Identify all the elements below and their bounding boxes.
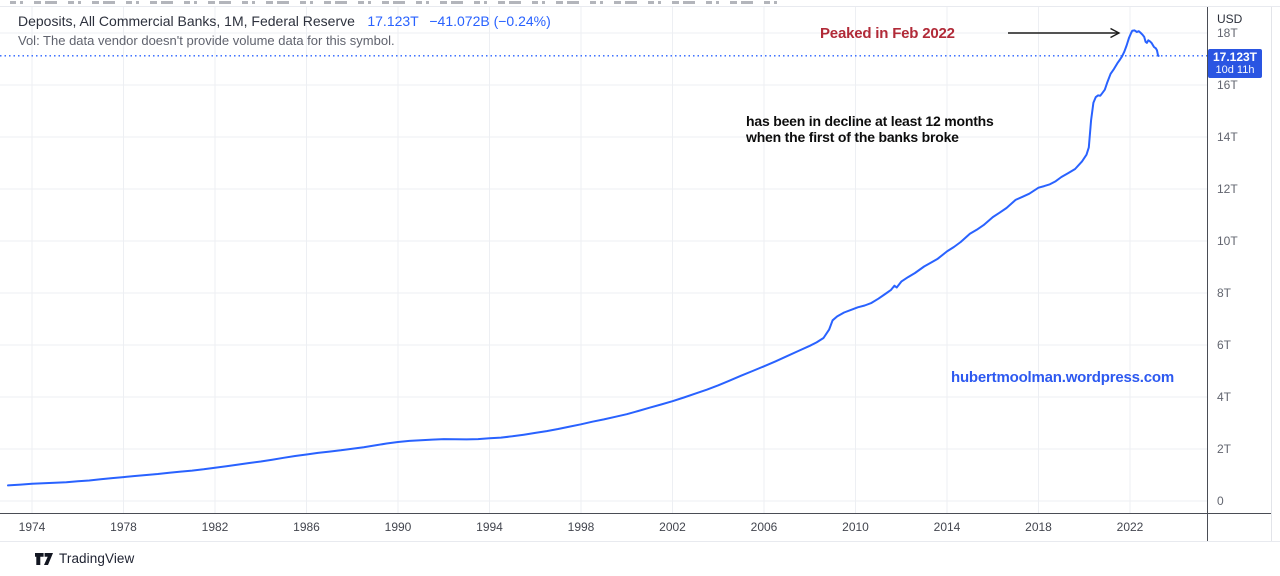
right-edge-border [1271, 7, 1272, 541]
legend-title-row: Deposits, All Commercial Banks, 1M, Fede… [18, 12, 551, 31]
time-axis-label: 1994 [476, 520, 503, 534]
horizontal-gridlines [0, 32, 1207, 502]
price-scale[interactable]: USD 18T 16T 14T 12T 10T 8T 6T 4T 2T 0 [1208, 7, 1271, 513]
watermark-text[interactable]: hubertmoolman.wordpress.com [951, 369, 1174, 386]
price-axis-label: 18T [1217, 26, 1238, 40]
time-axis-label: 2010 [842, 520, 869, 534]
last-price: 17.123T [367, 13, 419, 29]
time-axis-label: 2002 [659, 520, 686, 534]
time-axis-label: 2014 [933, 520, 961, 534]
time-axis-label: 1990 [384, 520, 412, 534]
price-axis-label: 2T [1217, 442, 1232, 456]
tradingview-logo-icon [35, 552, 53, 565]
symbol-legend[interactable]: Deposits, All Commercial Banks, 1M, Fede… [18, 12, 551, 50]
decline-annotation-line1: has been in decline at least 12 months [746, 113, 994, 129]
time-axis-label: 2018 [1025, 520, 1052, 534]
time-axis-label: 1986 [293, 520, 320, 534]
price-axis-label: 8T [1217, 286, 1232, 300]
currency-label: USD [1217, 12, 1243, 26]
symbol-values: 17.123T −41.072B (−0.24%) [367, 13, 550, 29]
decline-annotation-text[interactable]: has been in decline at least 12 months w… [746, 113, 994, 145]
chart-pane[interactable] [0, 0, 1280, 543]
tradingview-logo-text: TradingView [59, 551, 135, 566]
time-axis-label: 1978 [110, 520, 137, 534]
time-axis-label: 1998 [567, 520, 595, 534]
clipped-text-strip [10, 1, 780, 4]
current-price-value: 17.123T [1212, 49, 1258, 64]
peak-annotation-text[interactable]: Peaked in Feb 2022 [820, 25, 955, 42]
symbol-title: Deposits, All Commercial Banks, 1M, Fede… [18, 13, 355, 29]
deposits-series-line[interactable] [7, 29, 1160, 487]
top-divider [0, 6, 1280, 7]
time-axis-label: 1974 [18, 520, 46, 534]
bar-countdown: 10d 11h [1215, 63, 1255, 76]
price-axis-label: 10T [1217, 234, 1238, 248]
price-axis-label: 16T [1217, 78, 1238, 92]
price-axis-label: 6T [1217, 338, 1232, 352]
price-axis-label: 0 [1217, 494, 1224, 508]
time-axis-label: 2006 [750, 520, 778, 534]
time-scale[interactable]: 1974 1978 1982 1986 1990 1994 1998 2002 2006 2010… [0, 514, 1272, 540]
tradingview-logo[interactable]: TradingView [35, 551, 134, 566]
price-axis-label: 4T [1217, 390, 1232, 404]
time-axis-label: 1982 [201, 520, 229, 534]
decline-annotation-line2: when the first of the banks broke [746, 128, 959, 145]
time-axis-border [0, 513, 1272, 514]
time-axis-label: 2022 [1116, 520, 1144, 534]
price-change: −41.072B (−0.24%) [429, 13, 551, 29]
price-axis-label: 14T [1217, 130, 1238, 144]
vertical-gridlines [31, 7, 1131, 513]
current-price-tag: 17.123T 10d 11h [1208, 48, 1262, 78]
volume-note: Vol: The data vendor doesn't provide vol… [18, 33, 395, 48]
price-axis-border [1207, 7, 1208, 541]
arrow-drawing[interactable] [1008, 27, 1121, 39]
bottom-divider [0, 541, 1280, 542]
price-axis-label: 12T [1217, 182, 1238, 196]
